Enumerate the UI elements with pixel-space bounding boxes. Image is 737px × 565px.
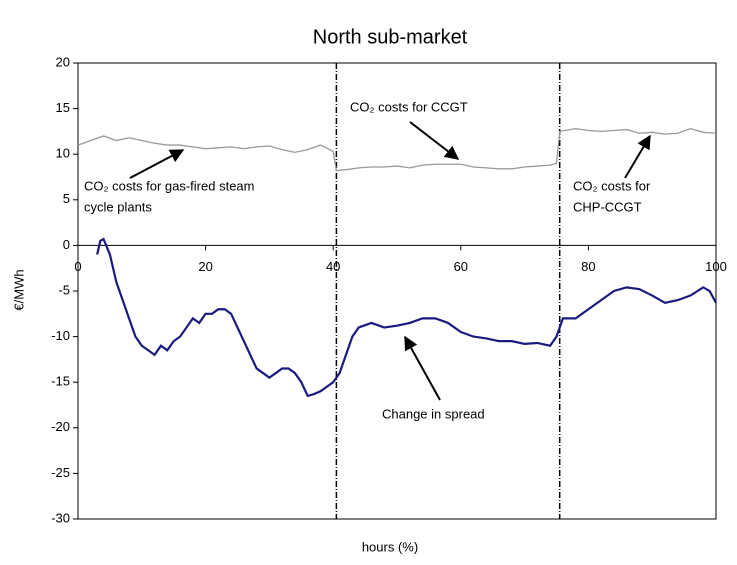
x-tick-label: 80 bbox=[581, 259, 595, 274]
annotation-arrow bbox=[409, 121, 460, 160]
series-line bbox=[77, 127, 717, 172]
y-tick-label: 15 bbox=[56, 100, 70, 115]
x-tick-label: 0 bbox=[74, 259, 81, 274]
x-tick-label: 60 bbox=[454, 259, 468, 274]
annotation: cycle plants bbox=[84, 199, 152, 214]
annotation: Change in spread bbox=[382, 406, 485, 421]
y-tick-label: 0 bbox=[63, 237, 70, 252]
y-tick-label: 10 bbox=[56, 146, 70, 161]
x-tick-label: 100 bbox=[705, 259, 727, 274]
y-tick-label: -5 bbox=[58, 282, 70, 297]
annotation-arrow bbox=[404, 335, 441, 401]
annotation: CHP-CCGT bbox=[573, 199, 642, 214]
annotation: CO₂ costs for CCGT bbox=[350, 99, 468, 114]
y-tick-label: -30 bbox=[51, 510, 70, 525]
x-tick-label: 20 bbox=[198, 259, 212, 274]
x-tick-label: 40 bbox=[326, 259, 340, 274]
y-tick-label: -15 bbox=[51, 374, 70, 389]
y-tick-label: 20 bbox=[56, 54, 70, 69]
chart-title: North sub-market bbox=[313, 26, 468, 48]
x-axis-label: hours (%) bbox=[362, 539, 418, 554]
series-line bbox=[96, 237, 717, 398]
y-tick-label: -20 bbox=[51, 419, 70, 434]
annotation-arrow bbox=[624, 134, 651, 179]
y-axis-label: €/MWh bbox=[11, 269, 26, 310]
y-tick-label: 5 bbox=[63, 191, 70, 206]
annotation: CO₂ costs for bbox=[573, 178, 651, 193]
plot-frame bbox=[77, 62, 717, 520]
y-tick-label: -25 bbox=[51, 465, 70, 480]
y-tick-label: -10 bbox=[51, 328, 70, 343]
annotation: CO₂ costs for gas-fired steam bbox=[84, 178, 255, 193]
annotation-arrow bbox=[129, 149, 185, 179]
